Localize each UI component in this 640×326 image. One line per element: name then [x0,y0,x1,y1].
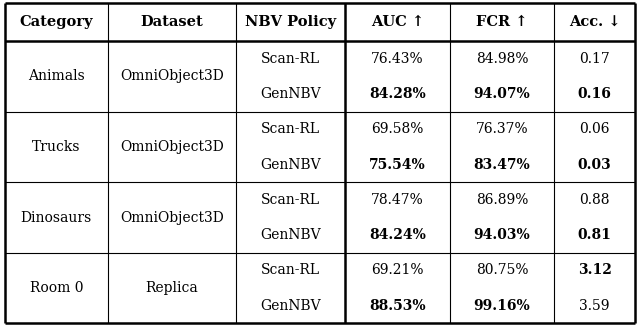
Text: Trucks: Trucks [32,140,81,154]
Text: GenNBV: GenNBV [260,87,321,101]
Text: 94.03%: 94.03% [474,228,531,242]
Text: 0.16: 0.16 [578,87,611,101]
Text: Room 0: Room 0 [29,281,83,295]
Text: Scan-RL: Scan-RL [261,263,321,277]
Text: Dinosaurs: Dinosaurs [20,211,92,225]
Text: 0.88: 0.88 [579,193,610,207]
Text: Scan-RL: Scan-RL [261,52,321,66]
Text: 84.28%: 84.28% [369,87,426,101]
Text: 69.58%: 69.58% [371,122,424,136]
Text: Scan-RL: Scan-RL [261,122,321,136]
Text: 84.98%: 84.98% [476,52,528,66]
Text: GenNBV: GenNBV [260,299,321,313]
Text: GenNBV: GenNBV [260,157,321,171]
Text: AUC ↑: AUC ↑ [371,15,424,29]
Text: Acc. ↓: Acc. ↓ [569,15,620,29]
Text: Scan-RL: Scan-RL [261,193,321,207]
Text: Animals: Animals [28,69,84,83]
Text: NBV Policy: NBV Policy [245,15,337,29]
Text: 0.06: 0.06 [579,122,610,136]
Text: 76.37%: 76.37% [476,122,529,136]
Text: 69.21%: 69.21% [371,263,424,277]
Text: 0.17: 0.17 [579,52,610,66]
Text: 78.47%: 78.47% [371,193,424,207]
Text: GenNBV: GenNBV [260,228,321,242]
Text: Replica: Replica [146,281,198,295]
Text: OmniObject3D: OmniObject3D [120,140,224,154]
Text: 0.03: 0.03 [578,157,611,171]
Text: 99.16%: 99.16% [474,299,531,313]
Text: Dataset: Dataset [141,15,204,29]
Text: FCR ↑: FCR ↑ [476,15,528,29]
Text: 0.81: 0.81 [578,228,611,242]
Text: 3.12: 3.12 [578,263,611,277]
Text: 88.53%: 88.53% [369,299,426,313]
Text: 75.54%: 75.54% [369,157,426,171]
Text: 76.43%: 76.43% [371,52,424,66]
Text: OmniObject3D: OmniObject3D [120,69,224,83]
Text: 86.89%: 86.89% [476,193,528,207]
Text: Category: Category [20,15,93,29]
Text: OmniObject3D: OmniObject3D [120,211,224,225]
Text: 84.24%: 84.24% [369,228,426,242]
Text: 3.59: 3.59 [579,299,610,313]
Text: 94.07%: 94.07% [474,87,531,101]
Text: 80.75%: 80.75% [476,263,528,277]
Text: 83.47%: 83.47% [474,157,531,171]
